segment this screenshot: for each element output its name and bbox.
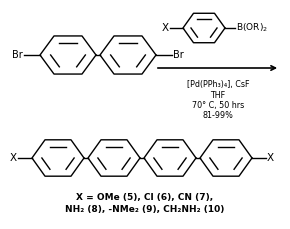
Text: X: X: [162, 23, 169, 33]
Text: 70° C, 50 hrs: 70° C, 50 hrs: [192, 101, 244, 110]
Text: NH₂ (8), -NMe₂ (9), CH₂NH₂ (10): NH₂ (8), -NMe₂ (9), CH₂NH₂ (10): [65, 205, 225, 214]
Text: X: X: [10, 153, 17, 163]
Text: X: X: [267, 153, 274, 163]
Text: X = OMe (5), Cl (6), CN (7),: X = OMe (5), Cl (6), CN (7),: [77, 193, 213, 202]
Text: [Pd(PPh₃)₄], CsF: [Pd(PPh₃)₄], CsF: [187, 80, 249, 89]
Text: B(OR)$_2$: B(OR)$_2$: [236, 22, 268, 34]
Text: 81-99%: 81-99%: [202, 111, 233, 120]
Text: Br: Br: [173, 50, 184, 60]
Text: THF: THF: [211, 91, 226, 100]
Text: Br: Br: [12, 50, 23, 60]
